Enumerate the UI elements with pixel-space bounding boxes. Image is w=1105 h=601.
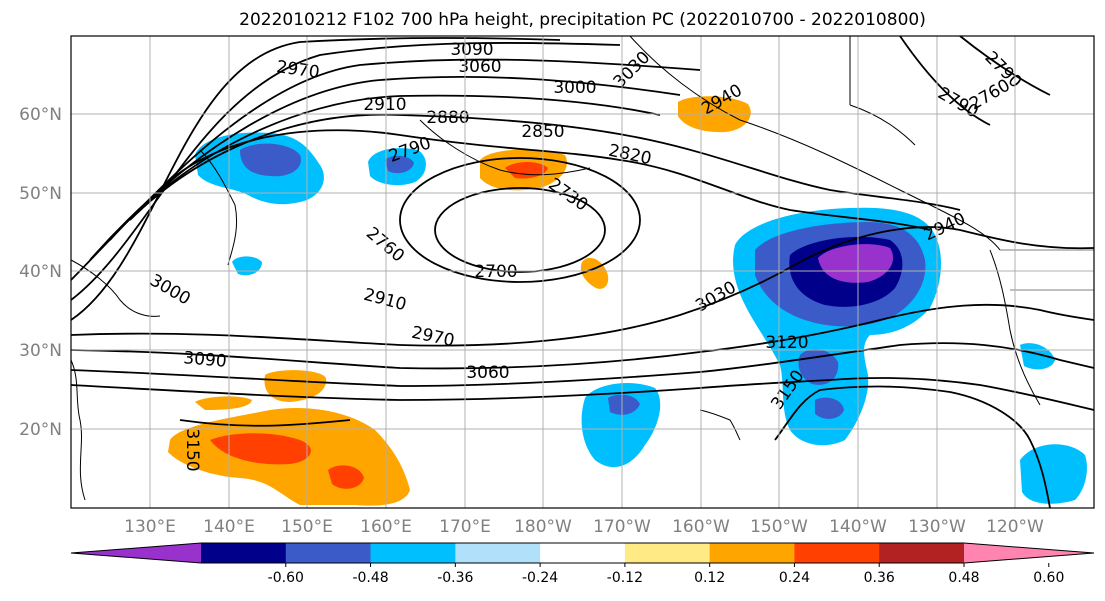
- lon-label: 170°W: [593, 517, 651, 537]
- coast-kamchatka: [199, 149, 238, 266]
- colorbar-segment: [624, 543, 711, 563]
- colorbar-tick-label: -0.24: [522, 570, 558, 586]
- precip-core-wp-pos2: [328, 465, 364, 489]
- lon-label: 120°W: [986, 517, 1044, 537]
- map-panel: 3090 3060 3030 3000 2970 2940 2910 2880 …: [70, 35, 1095, 509]
- contour-label: 3000: [553, 78, 596, 98]
- contour-2760-2790: [899, 35, 1051, 126]
- contour-2730: [399, 157, 641, 283]
- coastlines: [70, 35, 1094, 501]
- precip-area-hawaii: [581, 383, 661, 468]
- contour-3120: [70, 377, 1095, 411]
- lon-label: 160°W: [672, 517, 730, 537]
- contour-2880: [109, 94, 661, 241]
- colorbar: -0.60 -0.48 -0.36 -0.24 -0.12 0.12 0.24 0.36 0.4…: [70, 542, 1095, 586]
- precip-core-kamchatka: [240, 143, 301, 177]
- colorbar-segment: [455, 543, 541, 563]
- lon-label: 180°W: [514, 517, 572, 537]
- map-frame: [70, 35, 1095, 509]
- colorbar-tick-label: -0.12: [607, 570, 643, 586]
- latitude-labels: 60°N 50°N 40°N 30°N 20°N: [19, 105, 62, 440]
- coast-aleutians: [419, 119, 591, 176]
- lat-label: 60°N: [19, 105, 62, 125]
- contour-label: 3060: [458, 57, 501, 77]
- colorbar-segment: [879, 543, 965, 563]
- lon-label: 150°E: [281, 517, 333, 537]
- contour-3030: [70, 226, 1095, 347]
- coast-hawaii: [699, 409, 741, 441]
- colorbar-tick-label: -0.48: [352, 570, 388, 586]
- contour-label: 3120: [765, 333, 808, 353]
- colorbar-tick-label: -0.36: [437, 570, 473, 586]
- state-borders: [1000, 249, 1094, 291]
- lon-label: 140°E: [203, 517, 255, 537]
- precip-area-wp-pos2: [195, 396, 252, 410]
- contour-2700: [434, 187, 606, 273]
- precip-core-bering-west: [385, 155, 414, 174]
- lon-label: 140°W: [829, 517, 887, 537]
- contour-3060: [70, 303, 1095, 370]
- lon-label: 130°W: [908, 517, 966, 537]
- contour-label: 3150: [182, 428, 202, 471]
- lon-label: 170°E: [439, 517, 491, 537]
- colorbar-extend-min: [71, 543, 201, 563]
- lon-label: 160°E: [360, 517, 412, 537]
- contour-label: 2880: [426, 108, 469, 128]
- contour-label: 3060: [466, 363, 509, 383]
- map-title: 2022010212 F102 700 hPa height, precipit…: [239, 10, 926, 30]
- colorbar-tick-label: 0.12: [694, 570, 725, 586]
- contour-label: 3090: [450, 40, 493, 60]
- precip-area-subtrop-neg2: [815, 397, 844, 419]
- colorbar-segment: [540, 543, 626, 563]
- coast-alaska: [629, 35, 1001, 251]
- colorbar-tick-label: 0.48: [948, 570, 979, 586]
- contour-3150: [179, 385, 1051, 509]
- coast-asia-east: [70, 359, 86, 501]
- lat-label: 20°N: [19, 420, 62, 440]
- colorbar-segment: [285, 543, 372, 563]
- colorbar-tick-label: 0.36: [864, 570, 895, 586]
- precip-core-ne-pacific: [818, 244, 894, 283]
- contour-label: 3090: [183, 348, 228, 372]
- contour-2820: [149, 129, 931, 231]
- graticule: [71, 36, 1094, 508]
- colorbar-segment: [201, 543, 287, 563]
- colorbar-tick-label: 0.24: [779, 570, 810, 586]
- precip-area-wp-pos1: [264, 370, 327, 402]
- contour-label: 2910: [363, 95, 406, 115]
- lat-label: 40°N: [19, 262, 62, 282]
- contour-3090: [70, 342, 1095, 387]
- contour-label: 2700: [474, 262, 517, 282]
- contour-3000: [70, 37, 561, 321]
- lat-label: 30°N: [19, 341, 62, 361]
- colorbar-tick-label: 0.60: [1033, 570, 1064, 586]
- precip-core-hawaii: [608, 394, 640, 415]
- coast-japan: [70, 259, 161, 317]
- lat-label: 50°N: [19, 184, 62, 204]
- colorbar-tick-label: -0.60: [268, 570, 304, 586]
- longitude-labels: 130°E 140°E 150°E 160°E 170°E 180°W 170°…: [124, 517, 1044, 537]
- precip-area-mexico: [1020, 444, 1087, 504]
- colorbar-segment: [709, 543, 795, 563]
- precip-core-wp-pos: [210, 433, 311, 465]
- colorbar-extend-max: [964, 543, 1094, 563]
- coast-na-west: [989, 249, 1041, 406]
- colorbar-segment: [370, 543, 456, 563]
- colorbar-outline: [70, 542, 1095, 564]
- contour-2910: [89, 75, 681, 261]
- lon-label: 130°E: [124, 517, 176, 537]
- lon-label: 150°W: [750, 517, 808, 537]
- colorbar-segment: [794, 543, 880, 563]
- contour-2970: [70, 41, 621, 301]
